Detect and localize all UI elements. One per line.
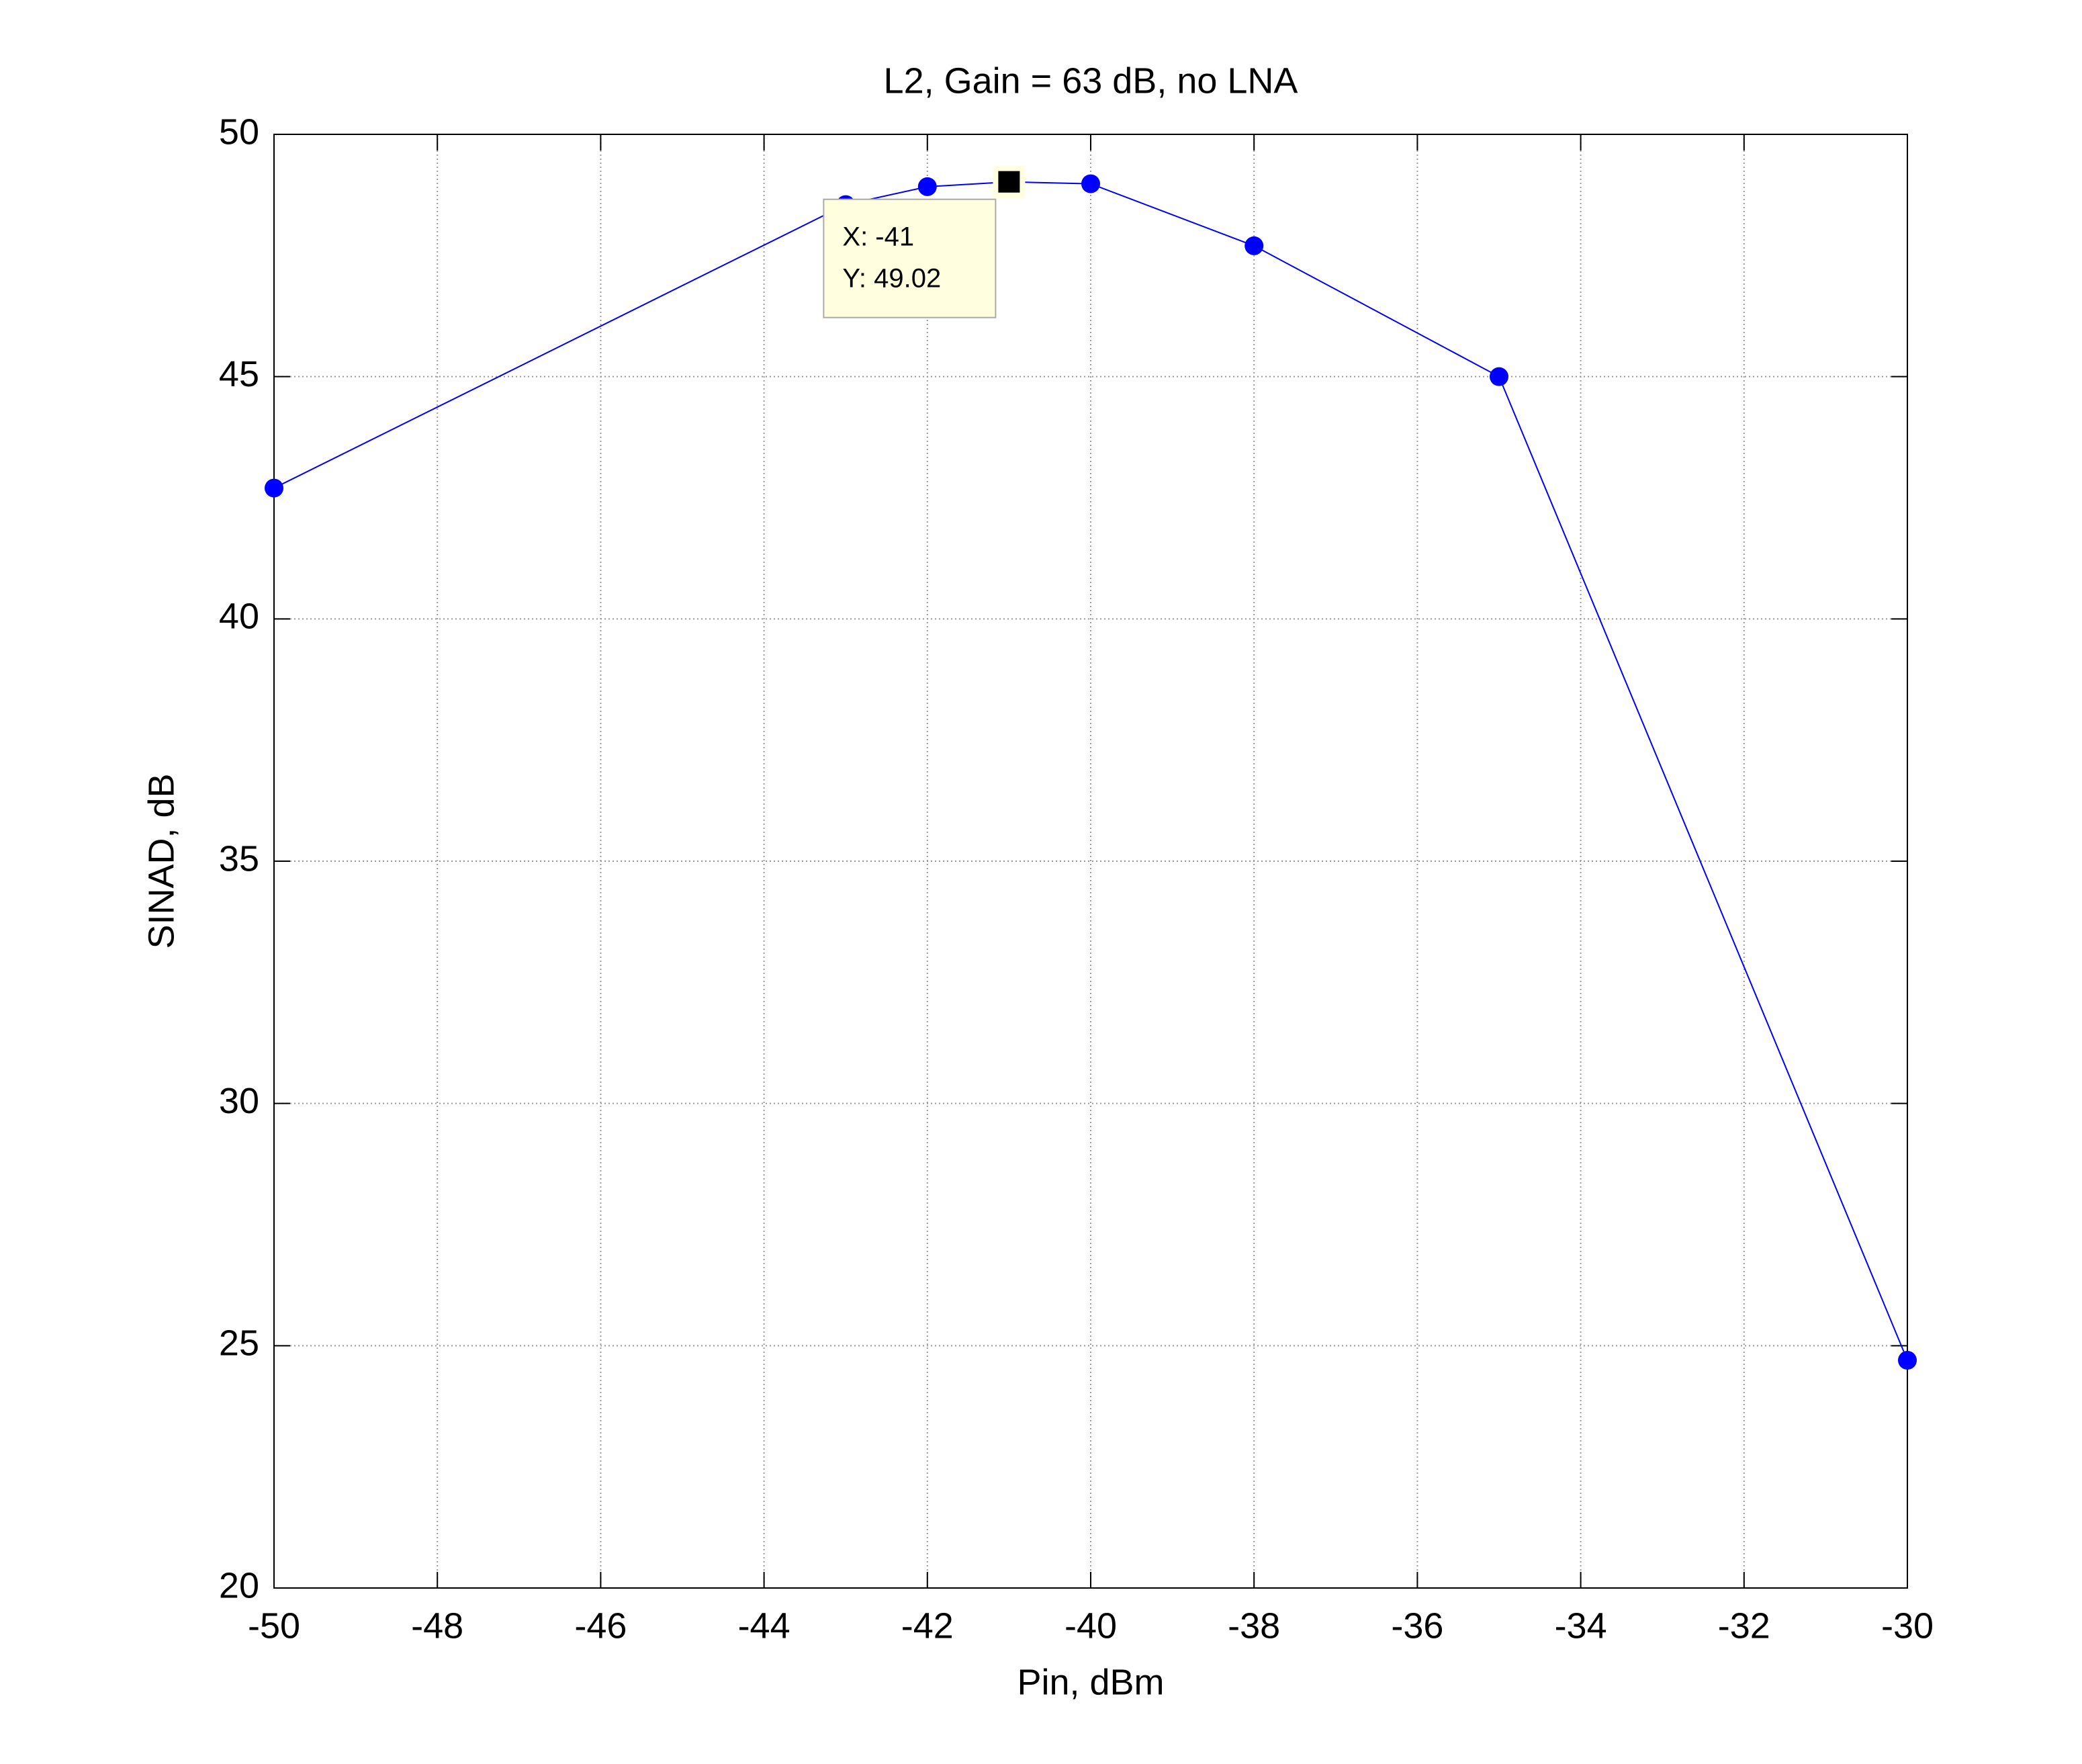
- x-tick-label: -32: [1718, 1605, 1770, 1646]
- data-point: [1081, 174, 1100, 193]
- x-tick-label: -42: [901, 1605, 954, 1646]
- data-point: [1490, 367, 1508, 386]
- data-point: [265, 478, 283, 498]
- datatip-text: Y: 49.02: [842, 263, 941, 293]
- chart-title: L2, Gain = 63 dB, no LNA: [884, 60, 1298, 101]
- datatip-marker: [998, 171, 1020, 193]
- datatip: X: -41 Y: 49.02: [823, 165, 1026, 318]
- x-tick-label: -46: [574, 1605, 627, 1646]
- data-point: [1244, 236, 1264, 255]
- y-tick-label: 35: [219, 838, 259, 879]
- x-tick-label: -48: [411, 1605, 463, 1646]
- x-tick-label: -38: [1228, 1605, 1280, 1646]
- y-tick-label: 50: [219, 112, 259, 152]
- x-tick-label: -30: [1881, 1605, 1934, 1646]
- y-tick-label: 45: [219, 354, 259, 394]
- x-tick-label: -50: [248, 1605, 300, 1646]
- x-axis-label: Pin, dBm: [1017, 1662, 1164, 1702]
- datatip-text: X: -41: [842, 222, 914, 251]
- x-tick-label: -44: [738, 1605, 790, 1646]
- y-tick-label: 25: [219, 1323, 259, 1364]
- x-tick-label: -40: [1065, 1605, 1117, 1646]
- x-tick-label: -34: [1555, 1605, 1607, 1646]
- data-point: [1898, 1350, 1917, 1370]
- x-tick-label: -36: [1391, 1605, 1443, 1646]
- data-point: [917, 177, 937, 196]
- y-tick-label: 20: [219, 1565, 259, 1605]
- plot-frame: [273, 134, 1908, 1589]
- y-axis-label: SINAD, dB: [141, 773, 181, 949]
- y-tick-label: 40: [219, 597, 259, 637]
- y-tick-label: 30: [219, 1081, 259, 1121]
- datatip-box: [823, 198, 997, 318]
